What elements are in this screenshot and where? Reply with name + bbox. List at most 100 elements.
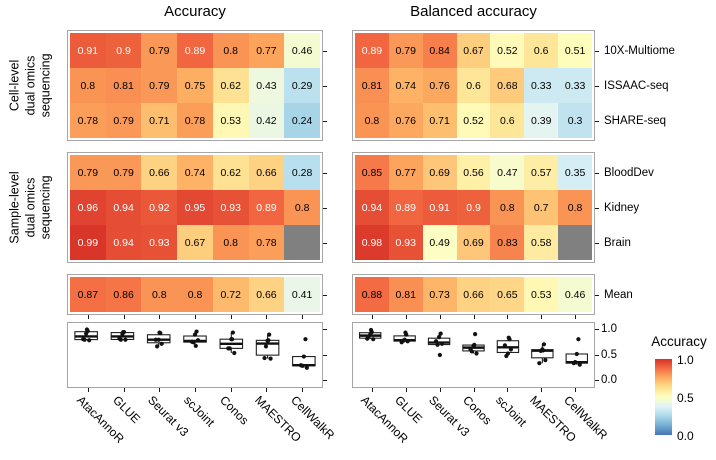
heatmap-cell: 0.66 xyxy=(248,277,285,312)
heatmap-cell: 0.6 xyxy=(524,33,559,68)
heatmap-cell: 0.68 xyxy=(490,68,525,103)
data-point xyxy=(268,356,273,361)
axis-tick xyxy=(595,207,599,209)
data-point xyxy=(156,337,161,342)
boxplot xyxy=(427,331,451,358)
data-point xyxy=(123,337,128,342)
axis-tick xyxy=(575,388,577,392)
legend: Accuracy 1.0 0.5 0.0 xyxy=(643,334,715,443)
heatmap-cell: 0.47 xyxy=(490,155,525,190)
heatmap-cell: 0.39 xyxy=(524,103,559,138)
heatmap-cell: 0.8 xyxy=(490,190,525,225)
data-point xyxy=(436,335,442,340)
axis-tick xyxy=(159,388,161,392)
data-point xyxy=(159,341,164,346)
heatmap-cell: 0.83 xyxy=(490,225,525,260)
heatmap-cell-na xyxy=(558,225,592,260)
boxplot xyxy=(183,329,207,348)
heatmap-cell: 0.51 xyxy=(558,33,592,68)
heatmap-cell: 0.53 xyxy=(212,103,249,138)
data-point xyxy=(232,350,237,356)
axis-tick xyxy=(323,380,327,381)
heatmap-cell: 0.8 xyxy=(177,277,213,312)
heatmap-cell: 0.99 xyxy=(70,225,106,260)
data-point xyxy=(155,344,160,349)
data-point xyxy=(541,348,546,353)
axis-tick xyxy=(87,388,89,392)
data-point xyxy=(543,358,548,363)
row-label: Mean xyxy=(604,288,633,301)
heatmap-cell: 0.89 xyxy=(248,190,285,225)
data-point xyxy=(230,330,235,335)
boxplot xyxy=(292,337,316,370)
data-point xyxy=(262,355,267,361)
data-point xyxy=(472,342,477,347)
heatmap-cell: 0.88 xyxy=(355,277,389,312)
x-axis-label: GLUE xyxy=(109,393,143,427)
heatmap-cell: 0.84 xyxy=(422,33,457,68)
heatmap-cell: 0.52 xyxy=(456,103,491,138)
heatmap-cell: 0.67 xyxy=(456,33,491,68)
heatmap-cell: 0.95 xyxy=(177,190,213,225)
boxplot-svg xyxy=(74,327,316,370)
heatmap-cell: 0.81 xyxy=(105,68,142,103)
heatmap-cell: 0.79 xyxy=(141,68,178,103)
axis-tick xyxy=(123,388,125,392)
heatmap-panel: 0.88 0.81 0.73 0.66 0.65 0.53 0.46 xyxy=(352,274,595,315)
axis-tick xyxy=(302,388,304,392)
heatmap-cell: 0.79 xyxy=(388,33,423,68)
axis-tick xyxy=(371,388,373,392)
axis-tick xyxy=(230,388,232,392)
data-point xyxy=(400,338,406,343)
heatmap-cell: 0.85 xyxy=(355,155,389,190)
heatmap-cell: 0.8 xyxy=(355,103,389,138)
heatmap-cell: 0.29 xyxy=(284,68,320,103)
y-axis-tick-label: 1.0 xyxy=(601,323,617,335)
axis-tick xyxy=(195,315,196,319)
boxplot xyxy=(110,329,135,342)
heatmap-cell: 0.79 xyxy=(105,103,142,138)
data-point xyxy=(573,360,578,365)
heatmap-cell: 0.89 xyxy=(177,33,213,68)
heatmap-cell: 0.62 xyxy=(212,155,249,190)
data-point xyxy=(301,354,306,359)
data-point xyxy=(474,351,479,356)
row-label: SHARE-seq xyxy=(604,114,666,127)
heatmap-cell: 0.24 xyxy=(284,103,320,138)
axis-tick xyxy=(507,315,509,319)
heatmap-cell: 0.78 xyxy=(70,103,106,138)
data-point xyxy=(437,352,442,358)
boxplot-panel xyxy=(352,322,595,388)
heatmap-cell: 0.9 xyxy=(456,190,491,225)
axis-tick xyxy=(323,172,327,174)
heatmap-panel: 0.87 0.86 0.8 0.8 0.72 0.66 0.41 xyxy=(67,274,323,315)
boxplot xyxy=(74,327,98,343)
axis-tick xyxy=(159,315,161,319)
heatmap-panel: 0.79 0.79 0.66 0.74 0.62 0.66 0.28 0.96 0.94 0.92… xyxy=(67,152,323,263)
heatmap-cell: 0.56 xyxy=(456,155,491,190)
axis-tick xyxy=(323,207,327,209)
row-label: Kidney xyxy=(604,201,640,214)
heatmap-cell: 0.9 xyxy=(105,33,142,68)
row-label: Brain xyxy=(604,236,631,249)
axis-tick xyxy=(302,315,304,319)
axis-tick xyxy=(123,315,125,319)
heatmap-cell: 0.72 xyxy=(212,277,249,312)
data-point xyxy=(267,332,272,337)
data-point xyxy=(157,330,162,335)
legend-tick-label: 0.0 xyxy=(677,429,694,443)
legend-colorbar xyxy=(655,359,672,435)
heatmap-cell: 0.77 xyxy=(248,33,285,68)
data-point xyxy=(87,338,92,343)
axis-tick xyxy=(595,50,599,52)
heatmap-cell: 0.75 xyxy=(177,68,213,103)
heatmap-cell: 0.81 xyxy=(355,68,389,103)
heatmap-cell: 0.35 xyxy=(558,155,592,190)
heatmap-cell: 0.43 xyxy=(248,68,285,103)
row-label: BloodDev xyxy=(604,166,654,179)
axis-tick xyxy=(473,315,475,319)
heatmap-cell: 0.73 xyxy=(422,277,457,312)
boxplot xyxy=(358,327,382,342)
data-point xyxy=(469,349,474,354)
heatmap-cell: 0.8 xyxy=(141,277,178,312)
